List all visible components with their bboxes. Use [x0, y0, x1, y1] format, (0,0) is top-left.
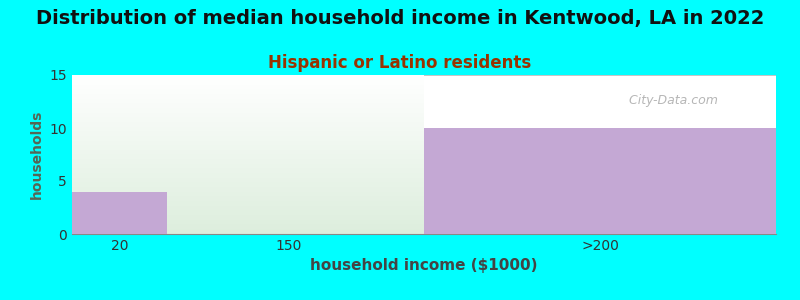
Bar: [72, 192, 167, 234]
Bar: [424, 128, 776, 234]
Y-axis label: households: households: [30, 110, 44, 199]
Text: Distribution of median household income in Kentwood, LA in 2022: Distribution of median household income …: [36, 9, 764, 28]
Text: City-Data.com: City-Data.com: [621, 94, 718, 107]
X-axis label: household income ($1000): household income ($1000): [310, 258, 538, 273]
Text: Hispanic or Latino residents: Hispanic or Latino residents: [268, 54, 532, 72]
